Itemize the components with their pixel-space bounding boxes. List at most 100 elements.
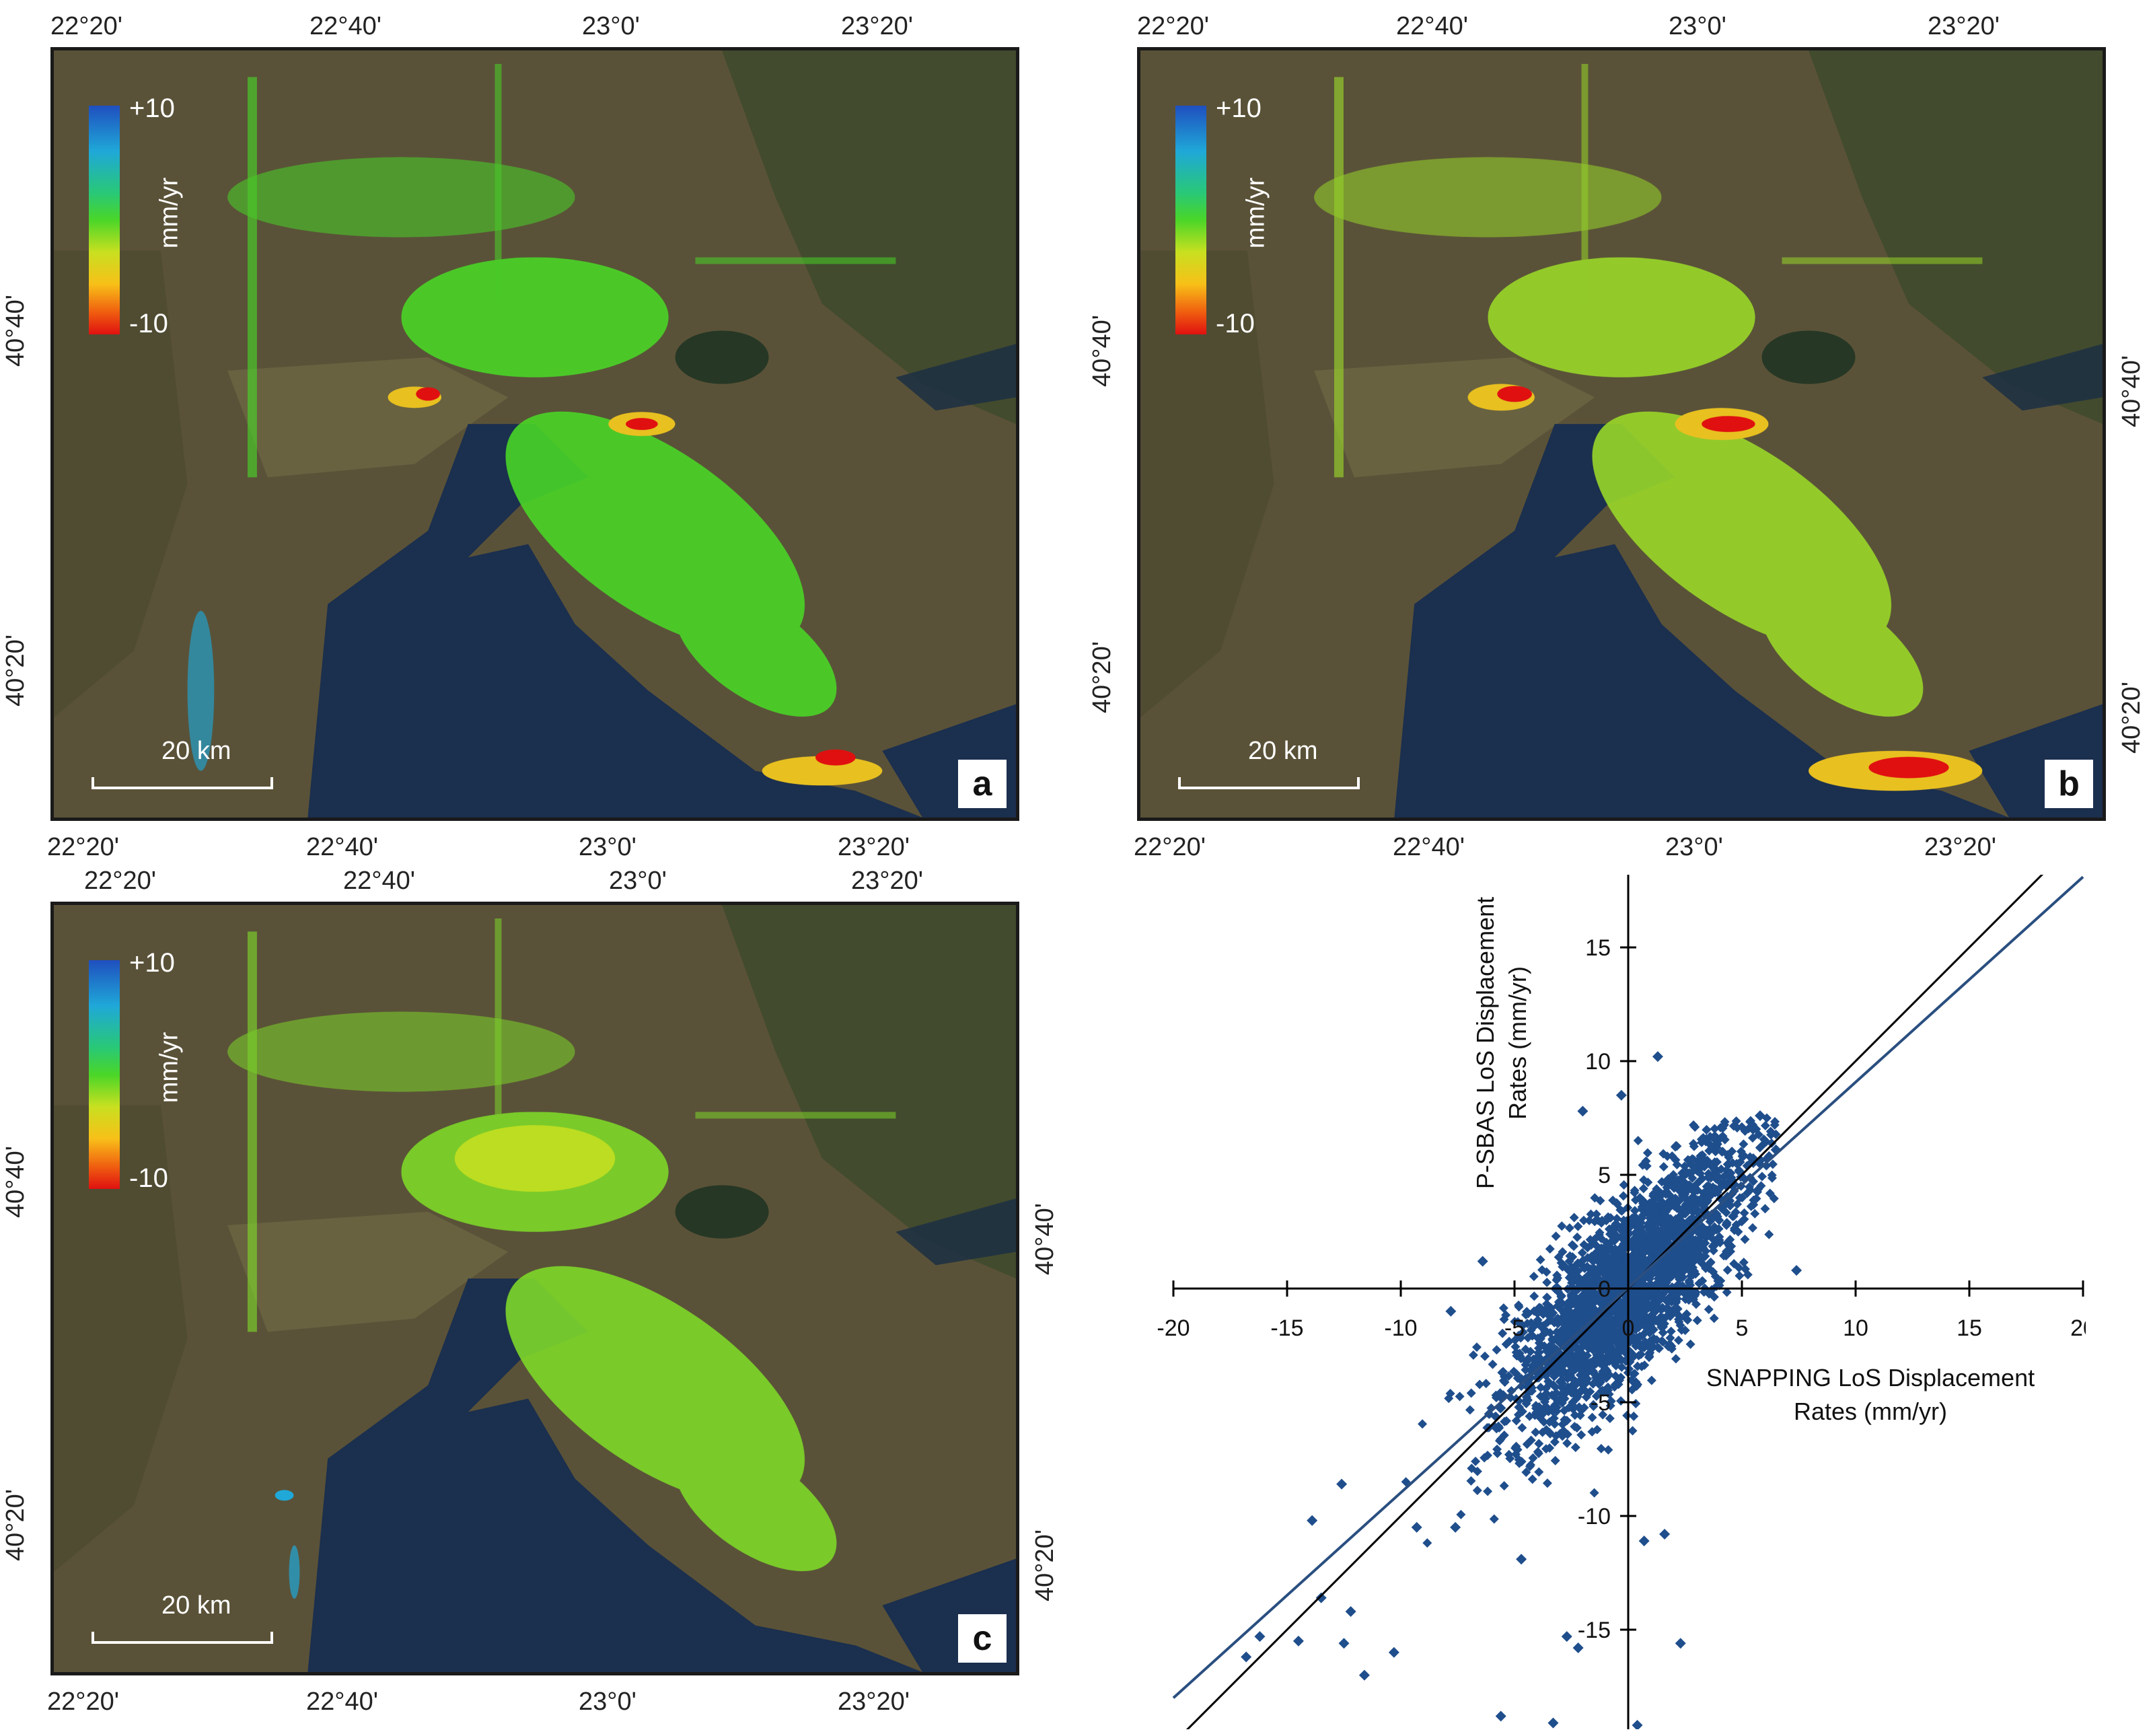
data-point xyxy=(1534,1439,1544,1449)
data-point xyxy=(1489,1514,1499,1524)
data-point xyxy=(1555,1377,1565,1387)
data-point xyxy=(1643,1178,1653,1188)
outlier-point xyxy=(1450,1521,1461,1533)
data-point xyxy=(1679,1161,1689,1171)
data-point xyxy=(1685,1339,1695,1349)
map-panel-b: +10 -10 mm/yr 20 km b xyxy=(1137,47,2106,821)
data-point xyxy=(1659,1262,1669,1272)
data-point xyxy=(1596,1443,1606,1453)
data-point xyxy=(1630,1270,1640,1280)
data-point xyxy=(1736,1147,1746,1157)
data-point xyxy=(1572,1232,1582,1242)
data-point xyxy=(1567,1293,1577,1303)
data-point xyxy=(1734,1167,1744,1177)
data-point xyxy=(1679,1178,1689,1188)
data-point xyxy=(1674,1225,1684,1235)
data-point xyxy=(1514,1402,1524,1412)
data-point xyxy=(1481,1379,1491,1389)
outlier-point xyxy=(1292,1635,1304,1647)
colorbar-max-label: +10 xyxy=(129,948,175,978)
data-point xyxy=(1715,1184,1725,1194)
x-tick-label: 20 xyxy=(2070,1315,2086,1341)
data-point xyxy=(1570,1356,1580,1366)
data-point xyxy=(1646,1199,1656,1209)
data-point xyxy=(1705,1225,1715,1235)
data-point xyxy=(1608,1223,1618,1233)
data-point xyxy=(1555,1338,1565,1348)
data-point xyxy=(1549,1413,1559,1423)
data-point xyxy=(1534,1467,1544,1477)
data-point xyxy=(1684,1215,1694,1225)
data-point xyxy=(1708,1143,1718,1153)
data-point xyxy=(1688,1289,1698,1299)
data-point xyxy=(1539,1391,1549,1402)
data-point xyxy=(1674,1271,1684,1281)
data-point xyxy=(1498,1375,1508,1385)
data-point xyxy=(1565,1307,1575,1317)
lat-tick-right: 40°40' xyxy=(1031,1203,1059,1275)
data-point xyxy=(1695,1241,1706,1251)
data-point xyxy=(1719,1178,1729,1188)
data-point xyxy=(1564,1223,1574,1233)
data-point xyxy=(1483,1486,1493,1496)
data-point xyxy=(1691,1252,1702,1262)
data-point xyxy=(1640,1360,1650,1370)
data-point xyxy=(1652,1342,1663,1352)
data-point xyxy=(1482,1450,1492,1460)
lon-tick-top: 22°20' xyxy=(84,867,156,895)
data-point xyxy=(1610,1267,1620,1277)
data-point xyxy=(1712,1209,1722,1219)
data-point xyxy=(1733,1227,1743,1237)
data-point xyxy=(1644,1274,1654,1284)
data-point xyxy=(1726,1172,1737,1182)
lon-tick-bottom: 23°20' xyxy=(1924,833,1996,861)
data-point xyxy=(1670,1142,1680,1152)
data-point xyxy=(1558,1419,1568,1429)
data-point xyxy=(1708,1267,1718,1277)
data-point xyxy=(1687,1173,1698,1183)
data-point xyxy=(1616,1346,1626,1356)
data-point xyxy=(1594,1266,1604,1276)
data-point xyxy=(1550,1455,1560,1466)
outlier-point xyxy=(1698,1132,1709,1144)
data-point xyxy=(1662,1237,1672,1247)
data-point xyxy=(1498,1367,1508,1377)
data-point xyxy=(1558,1247,1568,1257)
data-point xyxy=(1640,1322,1650,1332)
data-point xyxy=(1648,1342,1658,1352)
lat-tick-left: 40°40' xyxy=(1,1146,30,1218)
data-point xyxy=(1710,1124,1720,1134)
data-point xyxy=(1597,1352,1607,1362)
data-point xyxy=(1708,1241,1718,1252)
data-point xyxy=(1615,1375,1625,1385)
data-point xyxy=(1753,1187,1763,1197)
data-point xyxy=(1722,1287,1732,1297)
data-point xyxy=(1675,1243,1685,1254)
data-point xyxy=(1722,1169,1732,1180)
outlier-point xyxy=(1254,1631,1266,1642)
data-point xyxy=(1730,1207,1741,1217)
data-point xyxy=(1504,1371,1514,1381)
data-point xyxy=(1591,1359,1601,1369)
data-point xyxy=(1564,1324,1574,1334)
outlier-point xyxy=(1652,1051,1663,1062)
data-point xyxy=(1742,1161,1752,1171)
data-point xyxy=(1603,1445,1613,1455)
data-point xyxy=(1444,1394,1454,1404)
data-point xyxy=(1648,1234,1658,1244)
data-point xyxy=(1605,1413,1615,1423)
data-point xyxy=(1510,1335,1520,1345)
data-point xyxy=(1545,1379,1555,1389)
data-point xyxy=(1612,1276,1622,1286)
outlier-point xyxy=(1577,1106,1589,1117)
data-point xyxy=(1534,1338,1544,1348)
data-point xyxy=(1422,1538,1432,1548)
data-point xyxy=(1725,1235,1735,1245)
data-point xyxy=(1567,1373,1577,1383)
data-point xyxy=(1498,1328,1508,1338)
data-point xyxy=(1619,1180,1629,1190)
data-point xyxy=(1732,1199,1743,1209)
data-point xyxy=(1586,1310,1597,1320)
data-point xyxy=(1716,1164,1726,1174)
data-point xyxy=(1739,1139,1749,1149)
